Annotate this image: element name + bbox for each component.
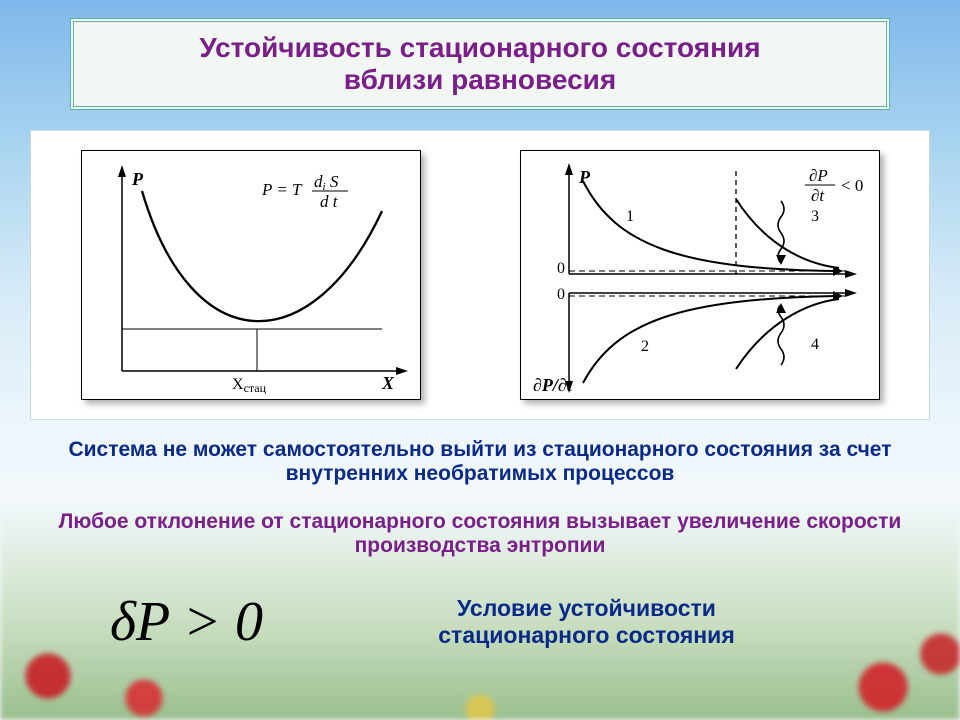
lbl-1: 1 xyxy=(626,208,634,225)
svg-text:< 0: < 0 xyxy=(841,176,863,195)
left-x-tick: Xстац xyxy=(232,376,267,395)
svg-text:∂t: ∂t xyxy=(811,186,825,205)
lbl-3: 3 xyxy=(811,208,819,225)
lbl-4: 4 xyxy=(811,336,819,353)
right-inequality: ∂P ∂t < 0 xyxy=(805,166,863,205)
stability-label-1: Условие устойчивости xyxy=(457,595,716,621)
chart-left-svg: P X Xстац P = T di S d t xyxy=(82,151,422,401)
stability-label-2: стационарного состояния xyxy=(438,622,734,648)
left-formula: P = T di S d t xyxy=(261,172,348,211)
left-y-label: P xyxy=(131,169,144,189)
chart-left: P X Xстац P = T di S d t xyxy=(81,150,421,400)
paragraph-1: Система не может самостоятельно выйти из… xyxy=(50,438,910,486)
stability-equation: δP > 0 xyxy=(110,590,263,654)
paragraph-2: Любое отклонение от стационарного состоя… xyxy=(50,510,910,558)
svg-text:P = T: P = T xyxy=(261,180,303,199)
title-line-2: вблизи равновесия xyxy=(94,64,866,96)
zero-bot: 0 xyxy=(557,286,565,303)
chart-right: P ∂P/∂t 0 0 1 3 2 4 ∂P ∂t < 0 xyxy=(520,150,880,400)
zero-top: 0 xyxy=(557,260,565,277)
left-x-label: X xyxy=(381,373,395,393)
stability-label: Условие устойчивости стационарного состо… xyxy=(303,595,870,649)
svg-text:∂P: ∂P xyxy=(809,166,828,185)
right-y-top: P xyxy=(578,167,591,187)
slide-title-box: Устойчивость стационарного состояния вбл… xyxy=(70,18,890,110)
chart-right-svg: P ∂P/∂t 0 0 1 3 2 4 ∂P ∂t < 0 xyxy=(521,151,881,401)
title-line-1: Устойчивость стационарного состояния xyxy=(94,32,866,64)
equation-row: δP > 0 Условие устойчивости стационарног… xyxy=(110,590,870,654)
lbl-2: 2 xyxy=(641,338,649,355)
right-y-bot: ∂P/∂t xyxy=(533,375,573,395)
svg-text:d t: d t xyxy=(320,192,339,211)
chart-panel: P X Xстац P = T di S d t xyxy=(30,130,930,420)
svg-text:di S: di S xyxy=(314,172,339,193)
